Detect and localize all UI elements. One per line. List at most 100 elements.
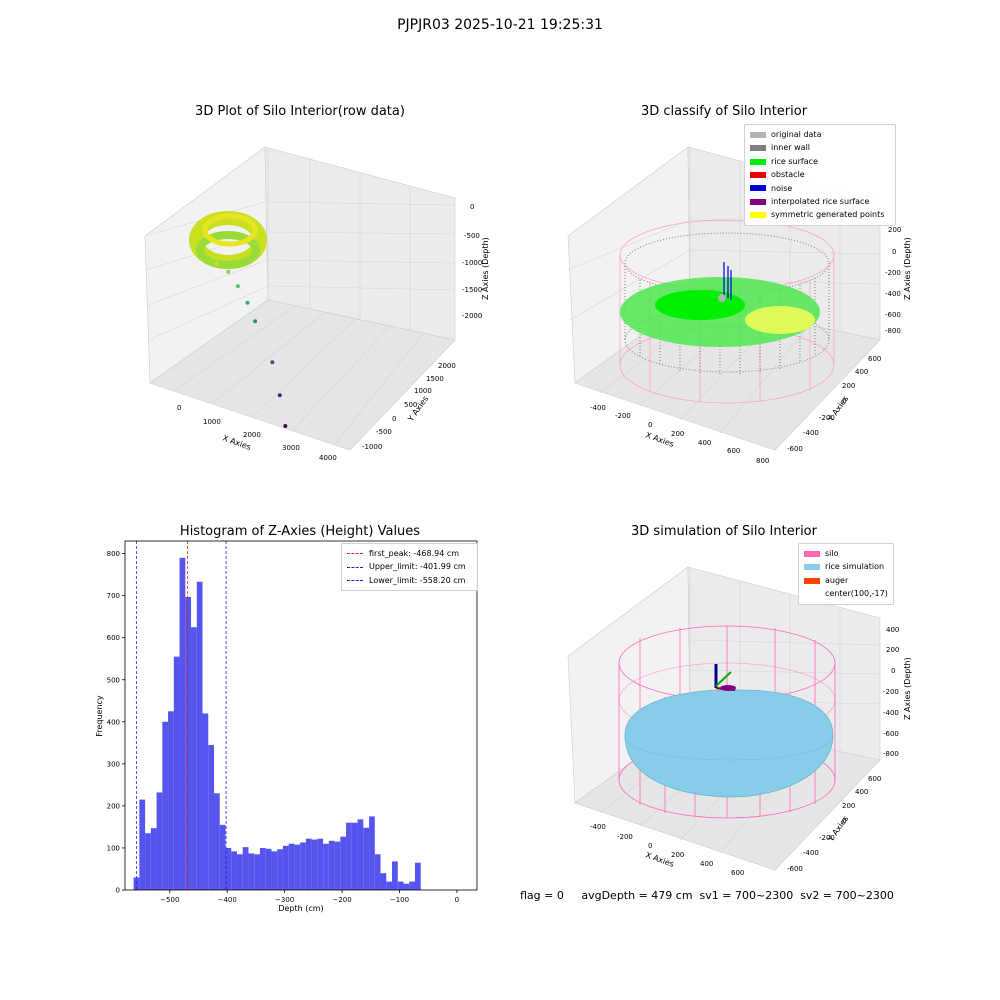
plot1-xtick: 0: [177, 404, 181, 412]
histogram-y-tick-label: 800: [107, 550, 120, 558]
histogram-bar: [346, 822, 352, 890]
plot4-ztick: -800: [883, 750, 899, 758]
plot4-xtick: 0: [648, 842, 652, 850]
histogram-x-label: Depth (cm): [278, 904, 323, 913]
plot2-xtick: -400: [590, 404, 606, 412]
histogram-bar: [323, 843, 329, 890]
legend-item: obstacle: [750, 168, 890, 181]
legend-label: symmetric generated points: [771, 210, 885, 220]
histogram-bar: [265, 848, 272, 890]
legend-label: interpolated rice surface: [771, 197, 870, 207]
plot4-ytick: -400: [803, 849, 819, 857]
legend-swatch: [750, 131, 766, 138]
plot4-xtick: 400: [700, 860, 713, 868]
plot2-ytick: -400: [803, 429, 819, 437]
plot4-xtick: 600: [731, 869, 744, 877]
plot1-xtick: 2000: [243, 431, 261, 439]
plot4-ztick: 200: [886, 646, 899, 654]
plot4-ytick: 0: [842, 817, 846, 825]
histogram-reference-lines: [135, 541, 227, 890]
histogram-bar: [414, 862, 421, 890]
histogram-bar: [242, 847, 249, 890]
histogram-bar: [409, 881, 415, 890]
plot3-title: Histogram of Z-Axies (Height) Values: [179, 524, 421, 539]
plot2-y-tick-labels: -600 -400 -200 0 200 400 600: [787, 355, 881, 453]
plot1-silo-ring-top: [202, 213, 258, 247]
histogram-bar: [231, 851, 237, 890]
legend-line: [347, 566, 363, 568]
plot4-xtick: 200: [671, 851, 684, 859]
histogram-bar: [288, 843, 295, 890]
histogram-x-tick-label: −400: [218, 896, 237, 904]
plot1-point: [245, 300, 250, 305]
legend-item: original data: [750, 128, 890, 141]
plot1-ztick: -1000: [462, 259, 482, 267]
histogram-bar: [397, 881, 404, 890]
plot1-point: [277, 393, 282, 398]
plot2-ztick: -800: [885, 327, 901, 335]
plot1-ytick: 2000: [438, 362, 456, 370]
histogram-bar: [328, 840, 335, 890]
plot1-ytick: 500: [404, 401, 417, 409]
plot4-ytick: 200: [842, 802, 855, 810]
histogram-bar: [374, 854, 381, 890]
plot1-xtick: 3000: [282, 444, 300, 452]
plot1-z-tick-labels: 0 -500 -1000 -1500 -2000: [462, 203, 482, 320]
histogram-bar: [363, 827, 370, 890]
histogram-bar: [185, 596, 192, 890]
histogram-y-tick-label: 200: [107, 802, 120, 810]
plot4-legend: silo rice simulation auger center(100,-1…: [798, 543, 894, 605]
plot4-ztick: -600: [883, 730, 899, 738]
plot2-ytick: 200: [842, 382, 855, 390]
plot1-ztick: 0: [470, 203, 474, 211]
plot2-original-data-cluster: [718, 294, 726, 302]
plot1-ytick: 1000: [414, 387, 432, 395]
histogram-bar: [208, 744, 214, 890]
plot4-z-label: Z Axies (Depth): [903, 657, 912, 720]
histogram-bar: [150, 828, 157, 890]
histogram-frame: [124, 540, 478, 891]
plot2-ytick: -200: [819, 414, 835, 422]
plot2-ztick: -600: [885, 311, 901, 319]
plot4-ytick: -600: [787, 865, 803, 873]
plot1-point: [235, 284, 240, 289]
histogram-x-tick-label: −500: [160, 896, 179, 904]
plot4-y-label: Y Axies: [826, 814, 851, 844]
histogram-x-tick-label: 0: [455, 896, 459, 904]
plot2-ytick: -600: [787, 445, 803, 453]
legend-swatch: [804, 564, 820, 571]
histogram-bar: [300, 842, 306, 890]
plot1-y-tick-labels: -1000 -500 0 500 1000 1500 2000: [362, 362, 456, 451]
histogram-bar: [369, 816, 375, 890]
legend-label: Lower_limit: -558.20 cm: [369, 575, 466, 585]
plot4-rice-contour: [624, 734, 834, 761]
plot2-symmetric-points: [745, 306, 815, 334]
plot4-ztick: -200: [883, 688, 899, 696]
histogram-bar: [179, 557, 186, 890]
legend-label: rice simulation: [825, 562, 885, 572]
plot2-title: 3D classify of Silo Interior: [640, 104, 808, 119]
histogram-bar: [259, 847, 266, 890]
plot4-ytick: -200: [819, 834, 835, 842]
histogram-y-ticks: 0 100 200 300 400 500 600 700 800: [107, 550, 125, 895]
histogram-bar: [357, 819, 364, 890]
legend-label: rice surface: [771, 156, 818, 166]
histogram-bar: [214, 793, 220, 890]
plot1-point: [214, 261, 219, 266]
plot4-ztick: 400: [886, 626, 899, 634]
histogram-bar: [191, 627, 197, 890]
plot4-title: 3D simulation of Silo Interior: [631, 524, 817, 539]
histogram-bar: [277, 849, 283, 890]
plot1-ztick: -500: [464, 232, 480, 240]
legend-item: Lower_limit: -558.20 cm: [347, 574, 472, 587]
plot2-ytick: 0: [842, 397, 846, 405]
plot2-xtick: 200: [671, 430, 684, 438]
plot1-z-label: Z Axies (Depth): [481, 237, 490, 300]
histogram-bar: [386, 881, 393, 890]
histogram-bar: [403, 883, 410, 890]
plot2-legend: original data inner wall rice surface ob…: [744, 124, 896, 226]
histogram-bar: [317, 838, 324, 890]
plot2-x-tick-labels: -400 -200 0 200 400 600 800: [590, 404, 769, 465]
plot3-axes: −500 −400 −300 −200 −100 0 0 100 200 300 400 500 60…: [95, 540, 478, 913]
legend-item: first_peak: -468.94 cm: [347, 547, 472, 560]
